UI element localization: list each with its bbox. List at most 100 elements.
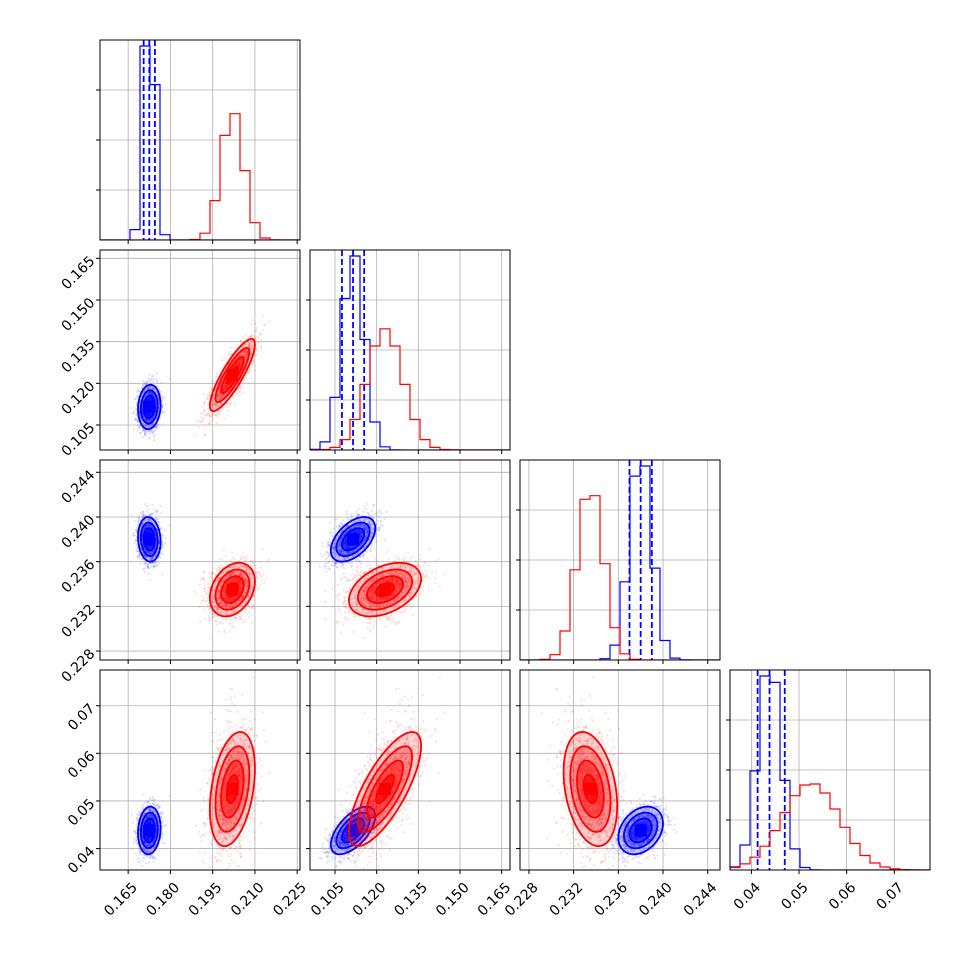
sample-point [136,526,138,528]
sample-point [160,512,162,514]
sample-point [256,327,258,329]
sample-point [206,606,208,608]
sample-point [206,591,208,593]
sample-point [161,573,163,575]
sample-point [137,429,139,431]
sample-point [131,534,133,536]
sample-point [240,388,242,390]
sample-point [161,395,163,397]
sample-point [230,347,232,349]
sample-point [147,567,149,569]
sample-point [209,414,211,416]
sample-point [216,371,218,373]
sample-point [131,407,133,409]
sample-point [268,559,270,561]
sample-point [144,571,146,573]
sample-point [152,379,154,381]
sample-point [199,420,201,422]
sample-point [254,330,256,332]
sample-point [161,400,163,402]
sample-point [135,529,137,531]
sample-point [245,333,247,335]
sample-point [217,413,219,415]
sample-point [254,592,256,594]
sample-point [224,418,226,420]
sample-point [203,393,205,395]
panel-1-1 [306,250,510,454]
sample-point [211,387,213,389]
sample-point [164,404,166,406]
sample-point [225,618,227,620]
sample-point [137,424,139,426]
sample-point [142,380,144,382]
sample-point [260,567,262,569]
sample-point [204,426,206,428]
sample-point [209,391,211,393]
sample-point [229,631,231,633]
sample-point [227,406,229,408]
sample-point [255,354,257,356]
sample-point [205,434,207,436]
sample-point [228,353,230,355]
sample-point [149,380,151,382]
sample-point [146,511,148,513]
sample-point [230,351,232,353]
sample-point [258,337,260,339]
peak-red [226,369,238,381]
sample-point [162,397,164,399]
sample-point [221,359,223,361]
sample-point [254,369,256,371]
sample-point [230,560,232,562]
sample-point [162,546,164,548]
sample-point [147,508,149,510]
sample-point [155,517,157,519]
histogram-blue-1 [310,256,510,450]
sample-point [143,563,145,565]
sample-point [216,623,218,625]
sample-point [252,334,254,336]
sample-point [137,520,139,522]
sample-point [210,637,212,639]
sample-point [153,439,155,441]
sample-point [131,412,133,414]
sample-point [146,505,148,507]
sample-point [133,410,135,412]
sample-point [255,338,257,340]
sample-point [156,382,158,384]
sample-point [255,335,257,337]
sample-point [213,380,215,382]
sample-point [158,423,160,425]
sample-point [234,403,236,405]
sample-point [148,378,150,380]
sample-point [240,386,242,388]
sample-point [198,426,200,428]
sample-point [135,398,137,400]
sample-point [256,329,258,331]
sample-point [218,558,220,560]
sample-point [207,413,209,415]
sample-point [155,510,157,512]
sample-point [150,512,152,514]
sample-point [236,392,238,394]
sample-point [249,335,251,337]
sample-point [151,504,153,506]
sample-point [263,324,265,326]
sample-point [227,410,229,412]
sample-point [252,360,254,362]
sample-point [194,590,196,592]
sample-point [200,416,202,418]
sample-point [143,561,145,563]
sample-point [146,380,148,382]
sample-point [162,411,164,413]
sample-point [240,341,242,343]
panel-2-0-content [131,503,271,639]
sample-point [141,430,143,432]
sample-point [140,512,142,514]
sample-point [203,590,205,592]
sample-point [159,557,161,559]
sample-point [204,409,206,411]
sample-point [224,357,226,359]
sample-point [261,339,263,341]
